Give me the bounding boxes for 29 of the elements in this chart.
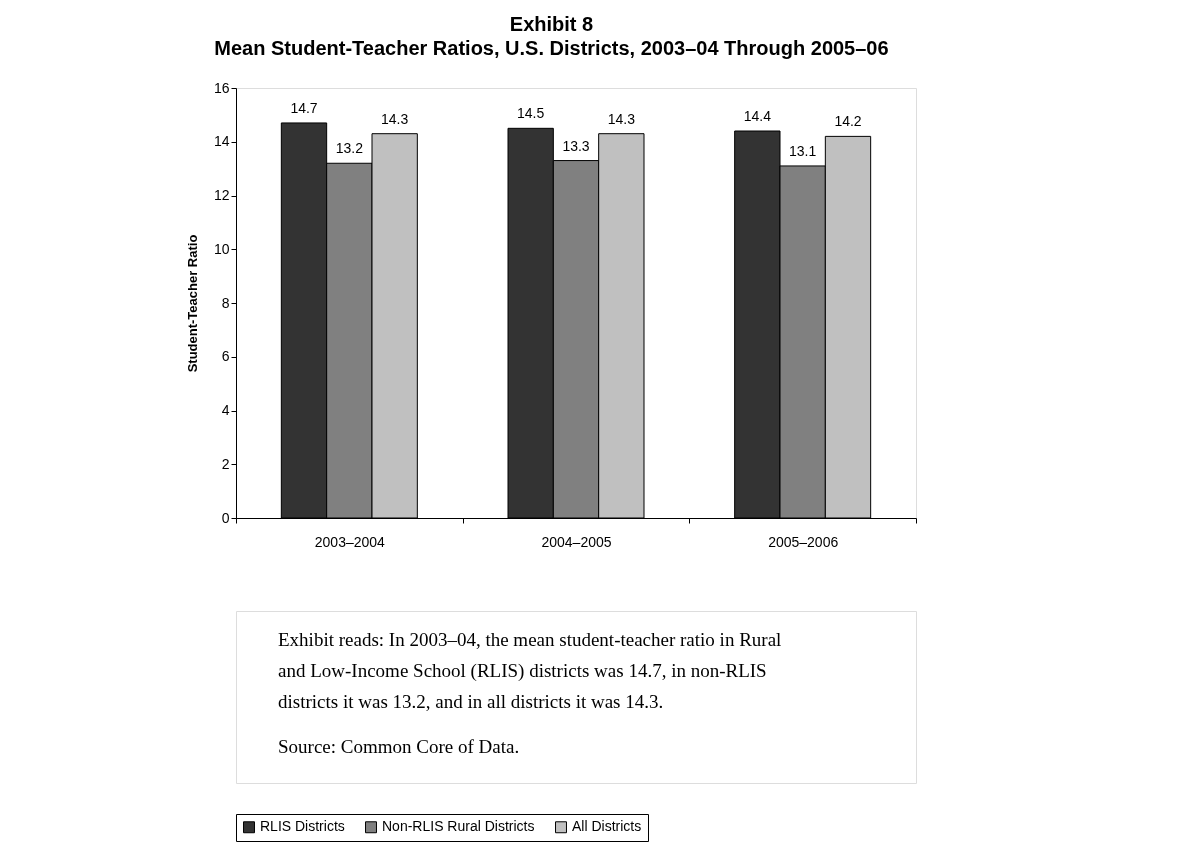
- legend-label: RLIS Districts: [260, 818, 345, 835]
- data-label: 13.1: [789, 142, 817, 159]
- legend-label: Non-RLIS Rural Districts: [382, 818, 535, 835]
- x-tick-label: 2005–2006: [768, 533, 839, 550]
- data-label: 13.2: [335, 140, 364, 157]
- chart-title: Exhibit 8: [509, 12, 594, 35]
- y-tick-label: 16: [213, 79, 230, 96]
- y-tick-label: 8: [221, 294, 230, 311]
- x-tick-label: 2004–2005: [541, 533, 612, 550]
- data-label: 14.2: [834, 113, 862, 130]
- source-note: Source: Common Core of Data.: [278, 736, 520, 757]
- y-tick-label: 10: [213, 240, 230, 257]
- data-label: 14.5: [517, 105, 545, 122]
- y-tick-label: 14: [213, 133, 230, 150]
- y-tick-label: 0: [221, 509, 230, 526]
- y-tick-label: 12: [213, 187, 230, 203]
- data-label: 14.7: [290, 99, 318, 116]
- data-label: 14.3: [381, 110, 409, 127]
- y-tick-label: 4: [221, 402, 230, 418]
- y-tick-label: 2: [221, 455, 230, 472]
- y-axis-title: Student-Teacher Ratio: [184, 234, 200, 373]
- y-tick-label: 6: [221, 348, 230, 365]
- data-label: 13.3: [562, 137, 590, 154]
- x-tick-label: 2003–2004: [314, 533, 386, 550]
- data-label: 14.4: [743, 108, 772, 124]
- data-label: 14.3: [607, 110, 636, 127]
- chart-subtitle: Mean Student-Teacher Ratios, U.S. Districts, 2003–04 Through 2005–06: [214, 36, 889, 59]
- legend-label: All Districts: [572, 818, 642, 835]
- text: Exhibit reads: In 2003–04, the mean student-teacher ratio in Rural and Low-Income School (RLIS) districts was 14.7, in non-RLIS districts it was 13.2, and in all districts it was 14.3.: [278, 629, 782, 712]
